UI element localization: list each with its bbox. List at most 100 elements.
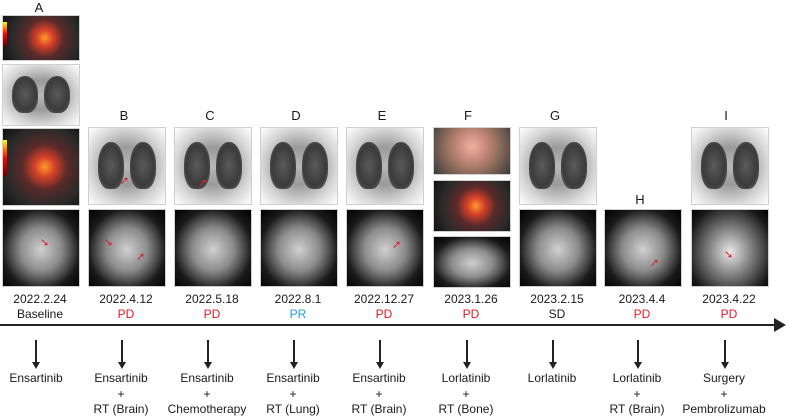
status-d: PR <box>289 307 307 321</box>
treatment-line: Lorlatinib <box>527 371 577 385</box>
treatment-plus: + <box>289 386 297 401</box>
abdominal-ct-i <box>691 209 769 287</box>
panel-letter-d: D <box>291 108 301 123</box>
status-b: PD <box>117 307 135 321</box>
treatment-line: Ensartinib <box>352 371 406 385</box>
treatment-g: Lorlatinib <box>497 371 607 387</box>
brain-mri-h <box>604 209 682 287</box>
panel-letter-e: E <box>377 108 387 123</box>
ct-scan-i <box>691 127 769 205</box>
pet-ct-scan-a-lung <box>2 128 80 206</box>
treatment-b: Ensartinib + RT (Brain) <box>66 371 176 418</box>
lesion-arrow-icon: ➚ <box>198 177 208 189</box>
treatment-a: Ensartinib <box>0 371 91 387</box>
treatment-line: Ensartinib <box>9 371 63 385</box>
arrowhead-icon <box>118 362 126 369</box>
status-e: PD <box>375 307 393 321</box>
arrowhead-icon <box>32 362 40 369</box>
treatment-line: Chemotherapy <box>167 402 247 416</box>
lesion-arrow-icon: ➘ <box>104 237 114 249</box>
color-scale-bar <box>3 22 7 46</box>
color-scale-bar <box>3 140 7 176</box>
treatment-line: Lorlatinib <box>441 371 491 385</box>
brain-mri-d <box>260 209 338 287</box>
brain-mri-e <box>346 209 424 287</box>
brain-mri-a <box>2 209 80 287</box>
ct-scan-g <box>519 127 597 205</box>
date-c: 2022.5.18 <box>185 292 239 306</box>
pet-ct-scan-f <box>433 127 511 175</box>
status-g: SD <box>548 307 566 321</box>
status-h: PD <box>633 307 651 321</box>
treatment-line: Pembrolizumab <box>682 402 766 416</box>
treatment-e: Ensartinib + RT (Brain) <box>324 371 434 418</box>
date-b: 2022.4.12 <box>99 292 153 306</box>
arrowhead-icon <box>549 362 557 369</box>
treatment-plus: + <box>375 386 383 401</box>
treatment-line: Ensartinib <box>180 371 234 385</box>
date-g: 2023.2.15 <box>530 292 584 306</box>
treatment-line: Lorlatinib <box>612 371 662 385</box>
lesion-arrow-icon: ➚ <box>120 175 130 187</box>
pet-scan-f <box>433 180 511 232</box>
brain-mri-g <box>519 209 597 287</box>
treatment-arrow-c <box>207 340 209 366</box>
treatment-line: Ensartinib <box>94 371 148 385</box>
ct-scan-d <box>260 127 338 205</box>
panel-letter-b: B <box>119 108 129 123</box>
panel-letter-c: C <box>205 108 215 123</box>
arrowhead-icon <box>463 362 471 369</box>
treatment-plus: + <box>462 386 470 401</box>
date-e: 2022.12.27 <box>353 292 415 306</box>
arrowhead-icon <box>204 362 212 369</box>
arrowhead-icon <box>721 362 729 369</box>
treatment-f: Lorlatinib + RT (Bone) <box>411 371 521 418</box>
treatment-line: RT (Brain) <box>93 402 149 416</box>
treatment-arrow-i <box>724 340 726 366</box>
pet-ct-scan-a-top <box>2 15 80 61</box>
treatment-line: Ensartinib <box>266 371 320 385</box>
date-f: 2023.1.26 <box>444 292 498 306</box>
panel-letter-h: H <box>635 192 645 207</box>
status-f: PD <box>462 307 480 321</box>
timeline-axis <box>0 324 780 326</box>
panel-letter-i: I <box>724 108 728 123</box>
treatment-arrow-b <box>121 340 123 366</box>
treatment-line: Surgery <box>702 371 746 385</box>
treatment-c: Ensartinib + Chemotherapy <box>152 371 262 418</box>
treatment-plus: + <box>117 386 125 401</box>
treatment-arrow-d <box>293 340 295 366</box>
date-a: 2022.2.24 <box>13 292 67 306</box>
panel-letter-a: A <box>34 0 44 15</box>
treatment-plus: + <box>720 386 728 401</box>
arrowhead-icon <box>376 362 384 369</box>
treatment-plus: + <box>203 386 211 401</box>
date-h: 2023.4.4 <box>618 292 666 306</box>
brain-mri-c <box>174 209 252 287</box>
treatment-line: RT (Lung) <box>266 402 320 416</box>
ct-scan-a-chest <box>2 64 80 126</box>
lesion-arrow-icon: ➚ <box>136 251 146 263</box>
date-d: 2022.8.1 <box>274 292 322 306</box>
treatment-h: Lorlatinib + RT (Brain) <box>582 371 692 418</box>
arrowhead-icon <box>634 362 642 369</box>
date-i: 2023.4.22 <box>702 292 756 306</box>
lesion-arrow-icon: ➚ <box>392 239 402 251</box>
brain-mri-b <box>88 209 166 287</box>
status-i: PD <box>720 307 738 321</box>
treatment-arrow-a <box>35 340 37 366</box>
treatment-plus: + <box>633 386 641 401</box>
treatment-arrow-e <box>379 340 381 366</box>
treatment-arrow-g <box>552 340 554 366</box>
ct-scan-c <box>174 127 252 205</box>
lesion-arrow-icon: ➚ <box>650 257 660 269</box>
treatment-arrow-h <box>637 340 639 366</box>
ct-scan-e <box>346 127 424 205</box>
brain-mri-f <box>433 236 511 288</box>
treatment-d: Ensartinib + RT (Lung) <box>238 371 348 418</box>
treatment-line: RT (Brain) <box>351 402 407 416</box>
panel-letter-g: G <box>549 108 561 123</box>
treatment-line: RT (Brain) <box>609 402 665 416</box>
arrowhead-icon <box>290 362 298 369</box>
lesion-arrow-icon: ➘ <box>724 249 734 261</box>
